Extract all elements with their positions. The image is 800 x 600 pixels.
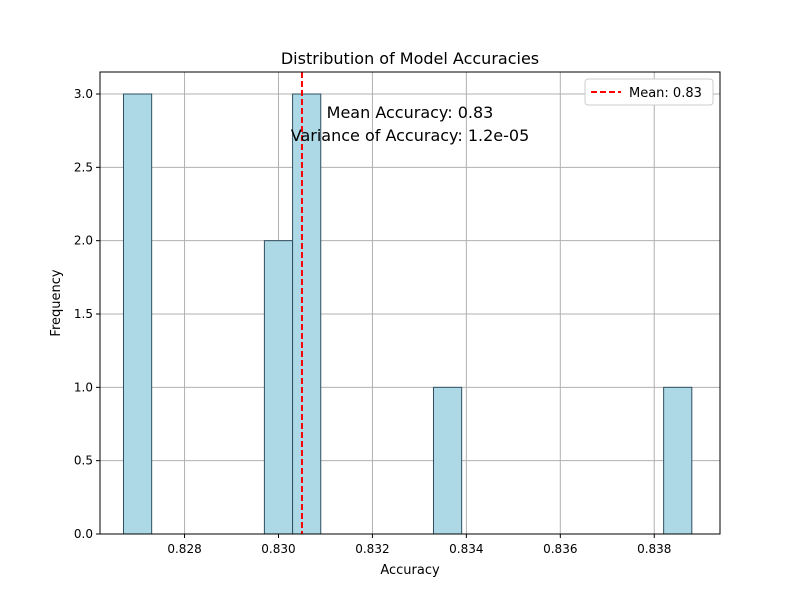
x-tick-label: 0.836	[543, 542, 577, 556]
legend: Mean: 0.83	[584, 78, 714, 106]
legend-mean-label: Mean: 0.83	[629, 86, 702, 101]
histogram-bar	[663, 386, 693, 535]
plot-frame	[99, 71, 721, 535]
x-tick-label: 0.828	[167, 542, 201, 556]
x-axis-label: Accuracy	[380, 563, 440, 578]
x-tick-label: 0.830	[261, 542, 295, 556]
y-tick-label: 3.0	[74, 87, 93, 101]
histogram-bar	[292, 93, 322, 535]
legend-box	[584, 78, 714, 106]
y-tick-label: 1.5	[74, 307, 93, 321]
mean-accuracy-annotation: Mean Accuracy: 0.83	[327, 103, 494, 122]
histogram-bar	[122, 93, 153, 535]
variance-annotation: Variance of Accuracy: 1.2e-05	[291, 126, 530, 145]
x-axis-ticks: 0.828 0.830 0.832 0.834 0.836 0.838	[167, 534, 671, 556]
y-axis-label: Frequency	[49, 269, 64, 336]
y-tick-label: 0.0	[74, 527, 93, 541]
x-tick-label: 0.834	[449, 542, 483, 556]
y-axis-ticks: 0.0 0.5 1.0 1.5 2.0 2.5 3.0	[74, 87, 100, 541]
histogram-bars	[122, 93, 693, 535]
x-tick-label: 0.838	[637, 542, 671, 556]
y-tick-label: 0.5	[74, 454, 93, 468]
y-tick-label: 1.0	[74, 380, 93, 394]
chart-title: Distribution of Model Accuracies	[281, 49, 539, 68]
histogram-bar	[263, 240, 294, 535]
histogram-bar	[432, 386, 463, 535]
y-tick-label: 2.0	[74, 234, 93, 248]
y-tick-label: 2.5	[74, 160, 93, 174]
x-tick-label: 0.832	[355, 542, 389, 556]
